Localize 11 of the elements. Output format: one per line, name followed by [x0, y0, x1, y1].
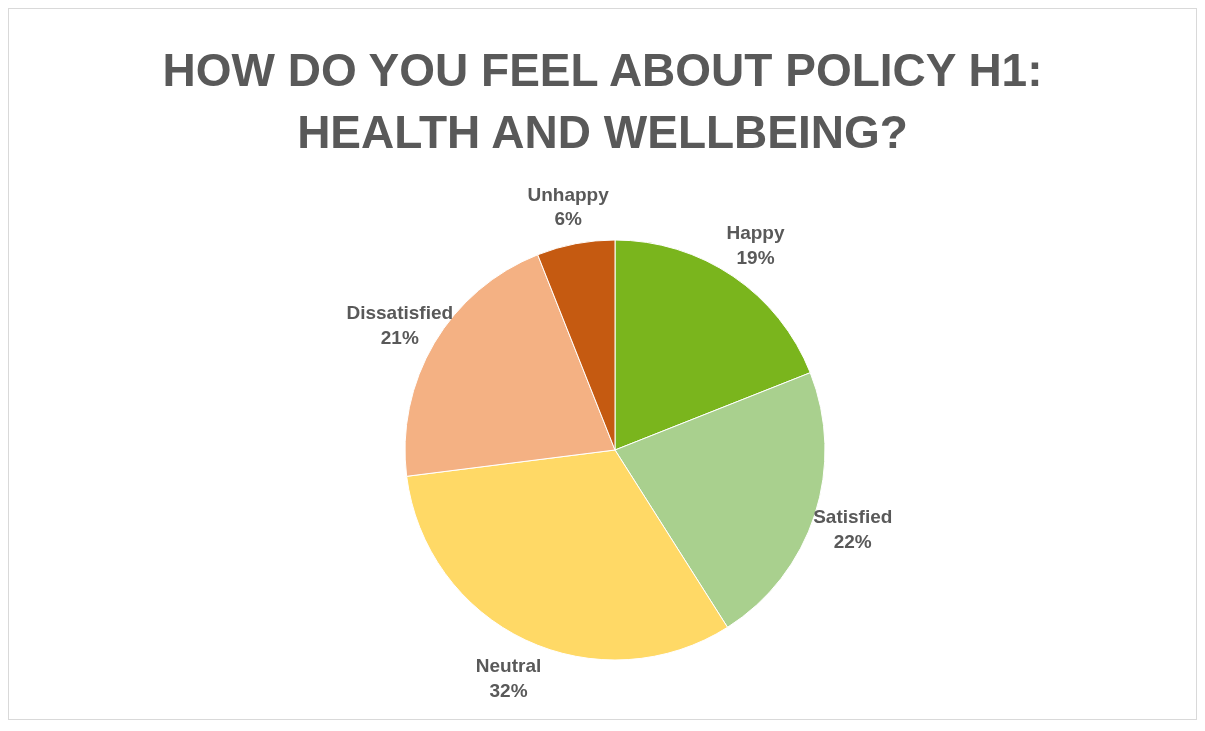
data-label: 32% — [489, 680, 528, 702]
chart-title: HOW DO YOU FEEL ABOUT POLICY H1: HEALTH AND WELLBEING? — [161, 43, 1044, 160]
slice-label: Neutral — [475, 655, 542, 677]
data-label: 21% — [380, 326, 419, 348]
slice-label: Happy — [726, 222, 785, 244]
data-label: 22% — [833, 531, 872, 553]
slice-label: Unhappy — [527, 183, 610, 205]
data-label: 6% — [554, 208, 582, 230]
slice-label: Dissatisfied — [346, 301, 454, 323]
slice-label: Satisfied — [813, 506, 893, 528]
data-label: 19% — [736, 247, 775, 269]
